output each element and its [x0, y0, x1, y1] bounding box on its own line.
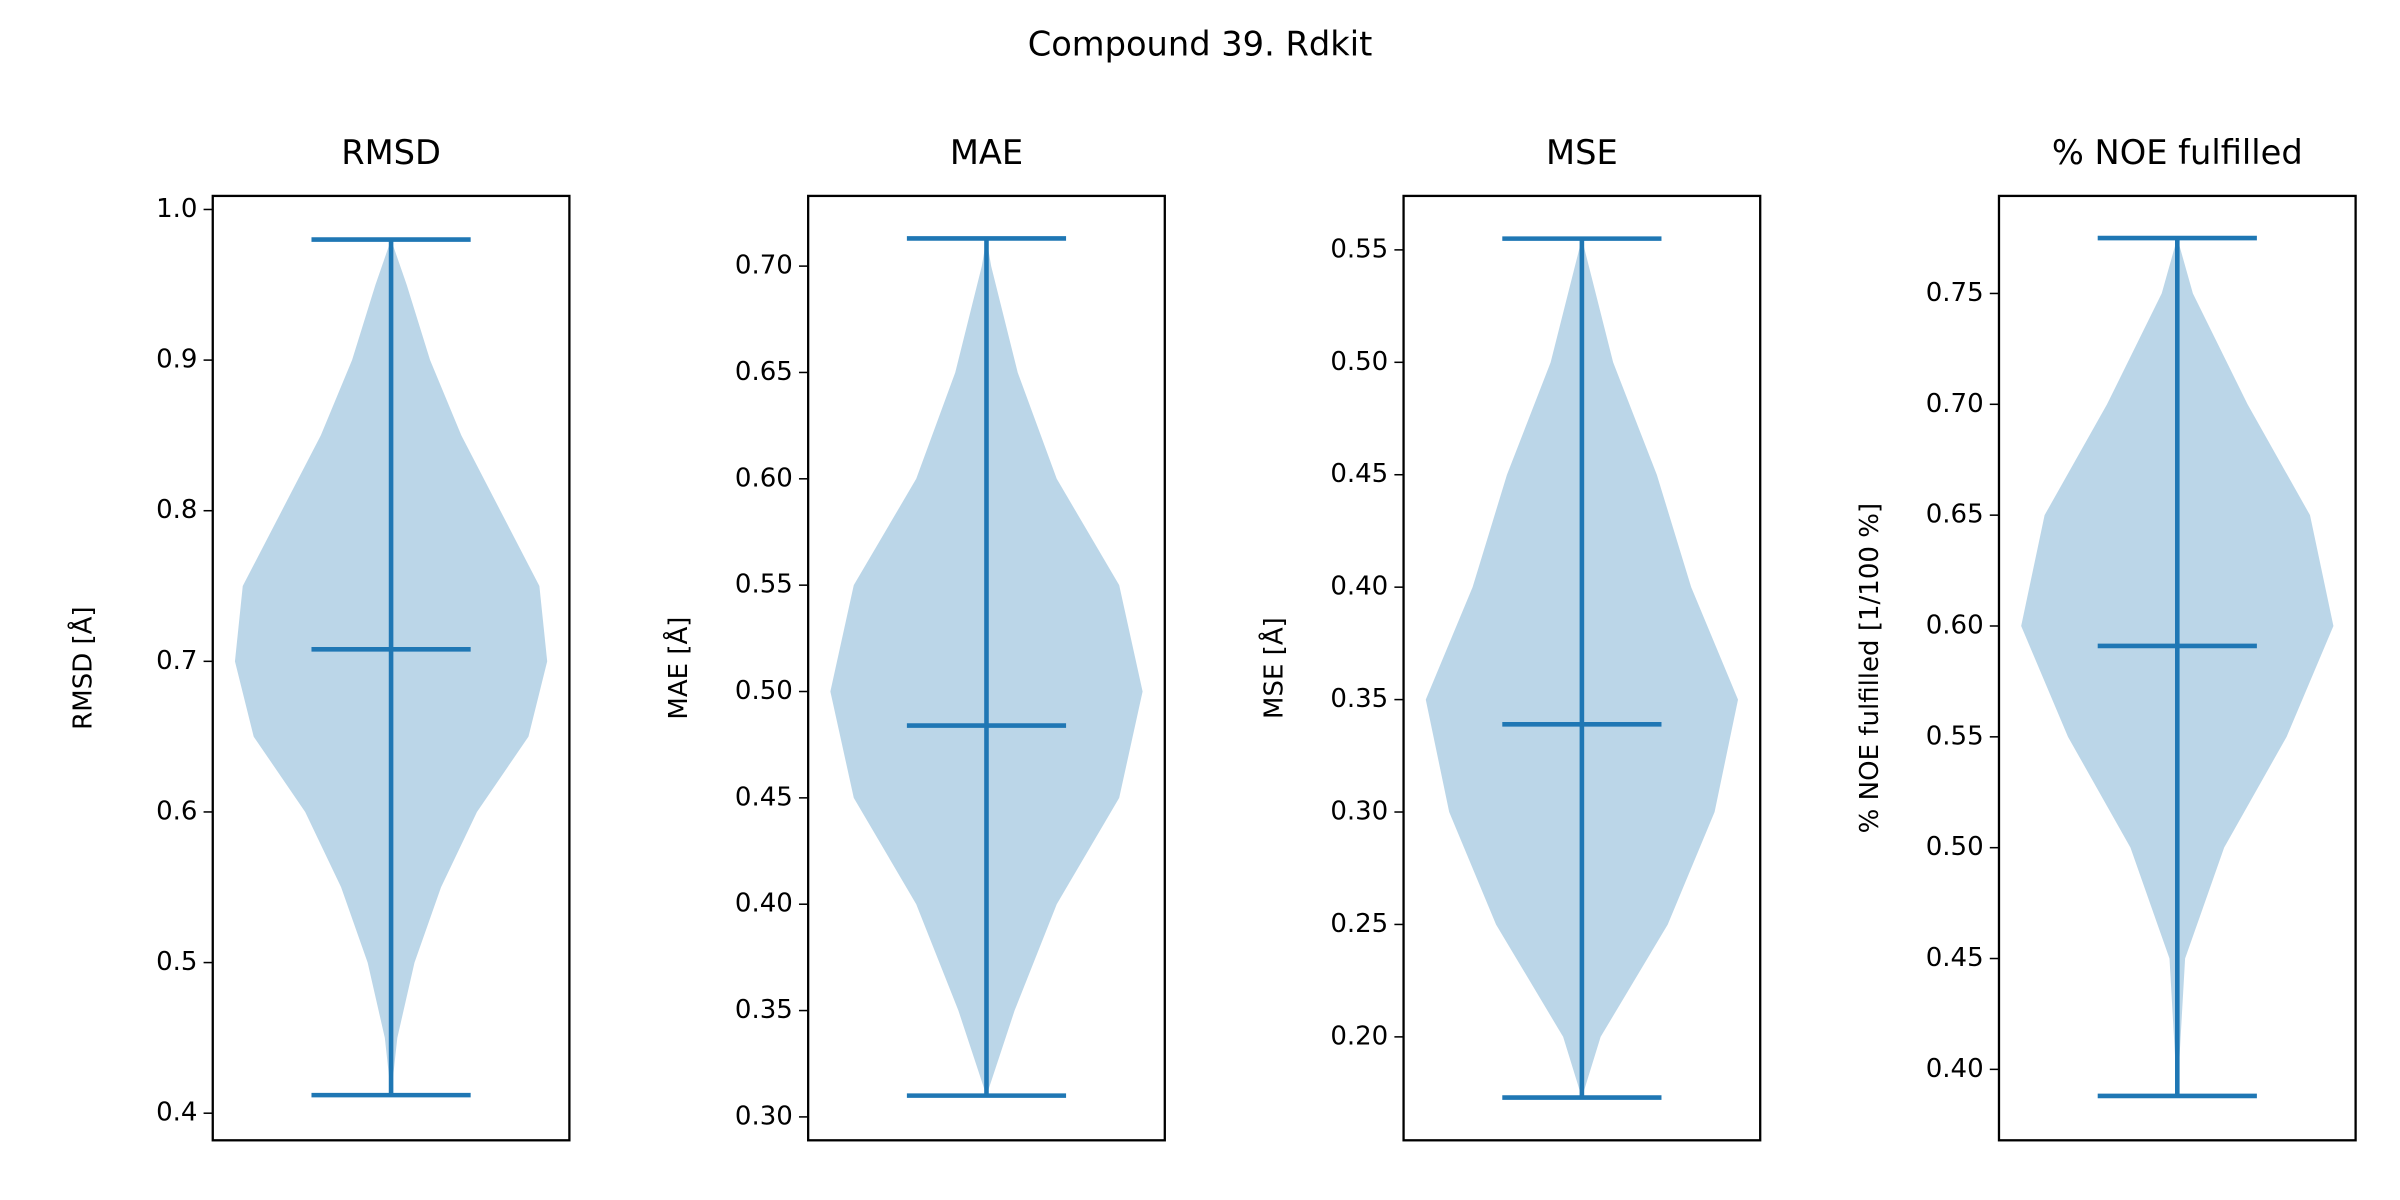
- y-tick-label: 1.0: [156, 194, 197, 224]
- y-tick-label: 0.25: [1330, 909, 1388, 939]
- y-tick-label: 0.5: [156, 947, 197, 977]
- y-tick-label: 0.60: [735, 463, 793, 493]
- y-tick-label: 0.8: [156, 495, 197, 525]
- y-tick-label: 0.9: [156, 345, 197, 375]
- y-tick-label: 0.70: [1926, 389, 1984, 419]
- subplot-title: % NOE fulfilled: [2052, 133, 2303, 172]
- y-tick-label: 0.30: [735, 1101, 793, 1131]
- y-tick-label: 0.6: [156, 796, 197, 826]
- axes-frame: [1402, 194, 1762, 1142]
- axes-frame: [1997, 194, 2357, 1142]
- y-tick-label: 0.65: [735, 357, 793, 387]
- axes-frame: [807, 194, 1166, 1142]
- y-tick-label: 0.50: [735, 676, 793, 706]
- subplot-title: MSE: [1546, 133, 1618, 172]
- y-tick-label: 0.7: [156, 646, 197, 676]
- y-tick-label: 0.55: [1330, 234, 1388, 264]
- y-tick-label: 0.55: [735, 570, 793, 600]
- y-tick-label: 0.45: [735, 782, 793, 812]
- y-tick-label: 0.75: [1926, 278, 1984, 308]
- y-tick-label: 0.50: [1330, 347, 1388, 377]
- y-axis-label: % NOE fulfilled [1/100 %]: [1855, 503, 1885, 833]
- y-tick-label: 0.40: [1926, 1054, 1984, 1084]
- y-tick-label: 0.35: [1330, 684, 1388, 714]
- y-tick-label: 0.35: [735, 995, 793, 1025]
- y-tick-label: 0.40: [1330, 572, 1388, 602]
- y-tick-label: 0.30: [1330, 797, 1388, 827]
- subplot-title: RMSD: [341, 133, 441, 172]
- y-axis-label: MSE [Å]: [1258, 617, 1290, 719]
- y-tick-label: 0.45: [1926, 943, 1984, 973]
- y-tick-label: 0.50: [1926, 832, 1984, 862]
- y-tick-label: 0.45: [1330, 459, 1388, 489]
- y-tick-label: 0.55: [1926, 721, 1984, 751]
- y-tick-label: 0.60: [1926, 610, 1984, 640]
- axes-frame: [211, 194, 571, 1142]
- y-tick-label: 0.65: [1926, 500, 1984, 530]
- y-axis-label: MAE [Å]: [662, 617, 694, 720]
- subplot-title: MAE: [950, 133, 1023, 172]
- chart-title: Compound 39. Rdkit: [1028, 24, 1373, 63]
- y-tick-label: 0.4: [156, 1098, 197, 1128]
- y-tick-label: 0.70: [735, 251, 793, 281]
- y-tick-label: 0.40: [735, 889, 793, 919]
- y-axis-label: RMSD [Å]: [67, 606, 99, 729]
- y-tick-label: 0.20: [1330, 1021, 1388, 1051]
